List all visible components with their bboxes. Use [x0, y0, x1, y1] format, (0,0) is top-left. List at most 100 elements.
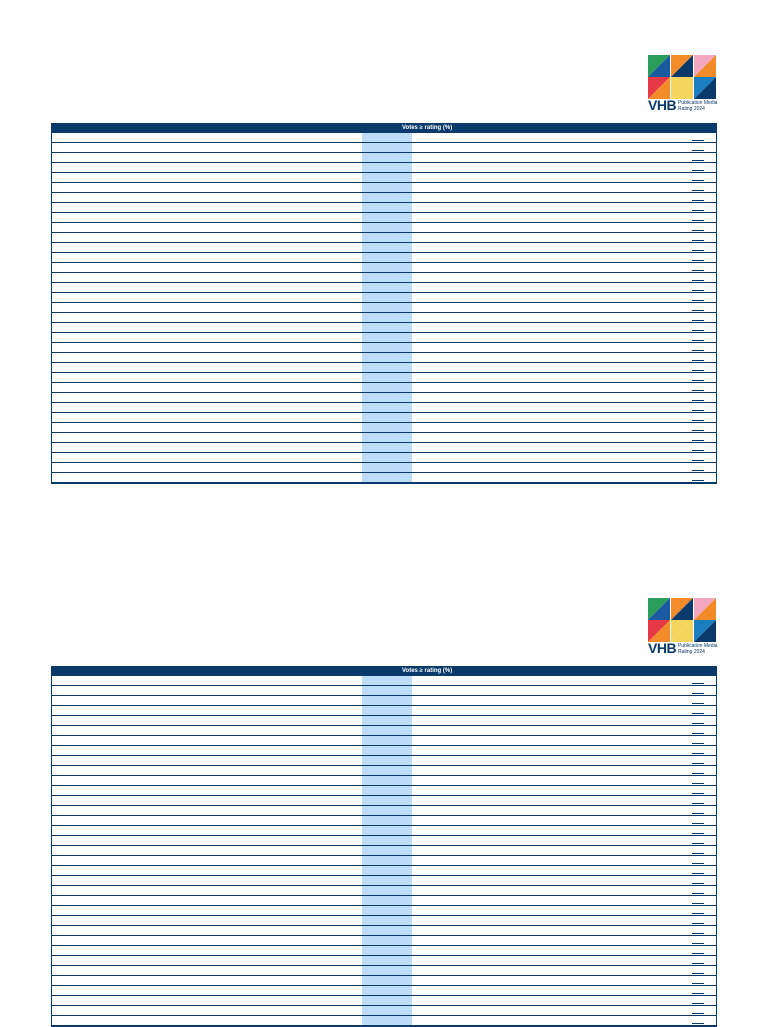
table-header: Votes ≥ rating (%) [52, 124, 716, 133]
row-dash [692, 330, 704, 331]
row-dash [692, 723, 704, 724]
row-dash [692, 380, 704, 381]
row-dash [692, 933, 704, 934]
row-dash [692, 260, 704, 261]
row-dash [692, 290, 704, 291]
row-dash [692, 400, 704, 401]
table-row [52, 203, 716, 213]
row-dash [692, 773, 704, 774]
table-row [52, 716, 716, 726]
table-row [52, 796, 716, 806]
row-dash [692, 863, 704, 864]
row-dash [692, 240, 704, 241]
row-dash [692, 450, 704, 451]
table-row [52, 303, 716, 313]
table-row [52, 353, 716, 363]
row-dash [692, 853, 704, 854]
row-dash [692, 390, 704, 391]
row-dash [692, 180, 704, 181]
table-row [52, 936, 716, 946]
logo-tile [648, 55, 670, 77]
table-row [52, 213, 716, 223]
row-dash [692, 1003, 704, 1004]
table-row [52, 373, 716, 383]
table-row [52, 846, 716, 856]
table-row [52, 1006, 716, 1016]
row-dash [692, 923, 704, 924]
logo-tile [694, 598, 716, 620]
logo-tile [694, 620, 716, 642]
row-dash [692, 430, 704, 431]
row-dash [692, 370, 704, 371]
row-dash [692, 1013, 704, 1014]
row-dash [692, 963, 704, 964]
logo-caption: Rating 2024 [678, 106, 705, 112]
logo: VHB Publication Media Rating 2024 [648, 55, 718, 115]
table-row [52, 343, 716, 353]
row-dash [692, 693, 704, 694]
row-dash [692, 943, 704, 944]
logo-tile [648, 620, 670, 642]
table-row [52, 826, 716, 836]
table-row [52, 956, 716, 966]
table-row [52, 273, 716, 283]
table-row [52, 746, 716, 756]
table-row [52, 946, 716, 956]
table-row [52, 133, 716, 143]
table-row [52, 706, 716, 716]
table-row [52, 143, 716, 153]
row-dash [692, 813, 704, 814]
row-dash [692, 793, 704, 794]
row-dash [692, 210, 704, 211]
row-dash [692, 480, 704, 481]
logo-tile [694, 77, 716, 99]
logo-mark [648, 55, 716, 99]
row-dash [692, 733, 704, 734]
table-row [52, 323, 716, 333]
logo-tile [671, 620, 693, 642]
row-dash [692, 140, 704, 141]
table-row [52, 776, 716, 786]
table-row [52, 1016, 716, 1026]
row-dash [692, 783, 704, 784]
row-dash [692, 953, 704, 954]
row-dash [692, 843, 704, 844]
table-row [52, 403, 716, 413]
row-dash [692, 340, 704, 341]
table: Votes ≥ rating (%) [51, 123, 717, 484]
table-row [52, 233, 716, 243]
table-row [52, 463, 716, 473]
row-dash [692, 200, 704, 201]
table-row [52, 696, 716, 706]
row-dash [692, 823, 704, 824]
table-row [52, 473, 716, 483]
row-dash [692, 983, 704, 984]
table-row [52, 223, 716, 233]
logo-tile [671, 55, 693, 77]
table-row [52, 383, 716, 393]
table-row [52, 453, 716, 463]
table-row [52, 816, 716, 826]
header-label: Votes ≥ rating (%) [402, 125, 453, 131]
table-row [52, 966, 716, 976]
table-row [52, 193, 716, 203]
table-row [52, 976, 716, 986]
table-row [52, 393, 716, 403]
row-dash [692, 883, 704, 884]
logo-caption: Publication Media [678, 643, 718, 649]
row-dash [692, 893, 704, 894]
table-row [52, 996, 716, 1006]
row-dash [692, 713, 704, 714]
table-row [52, 866, 716, 876]
table-row [52, 756, 716, 766]
row-dash [692, 913, 704, 914]
row-dash [692, 230, 704, 231]
row-dash [692, 743, 704, 744]
table-row [52, 986, 716, 996]
table-row [52, 283, 716, 293]
logo: VHB Publication Media Rating 2024 [648, 598, 718, 658]
logo-tile [671, 598, 693, 620]
row-dash [692, 763, 704, 764]
table-row [52, 926, 716, 936]
